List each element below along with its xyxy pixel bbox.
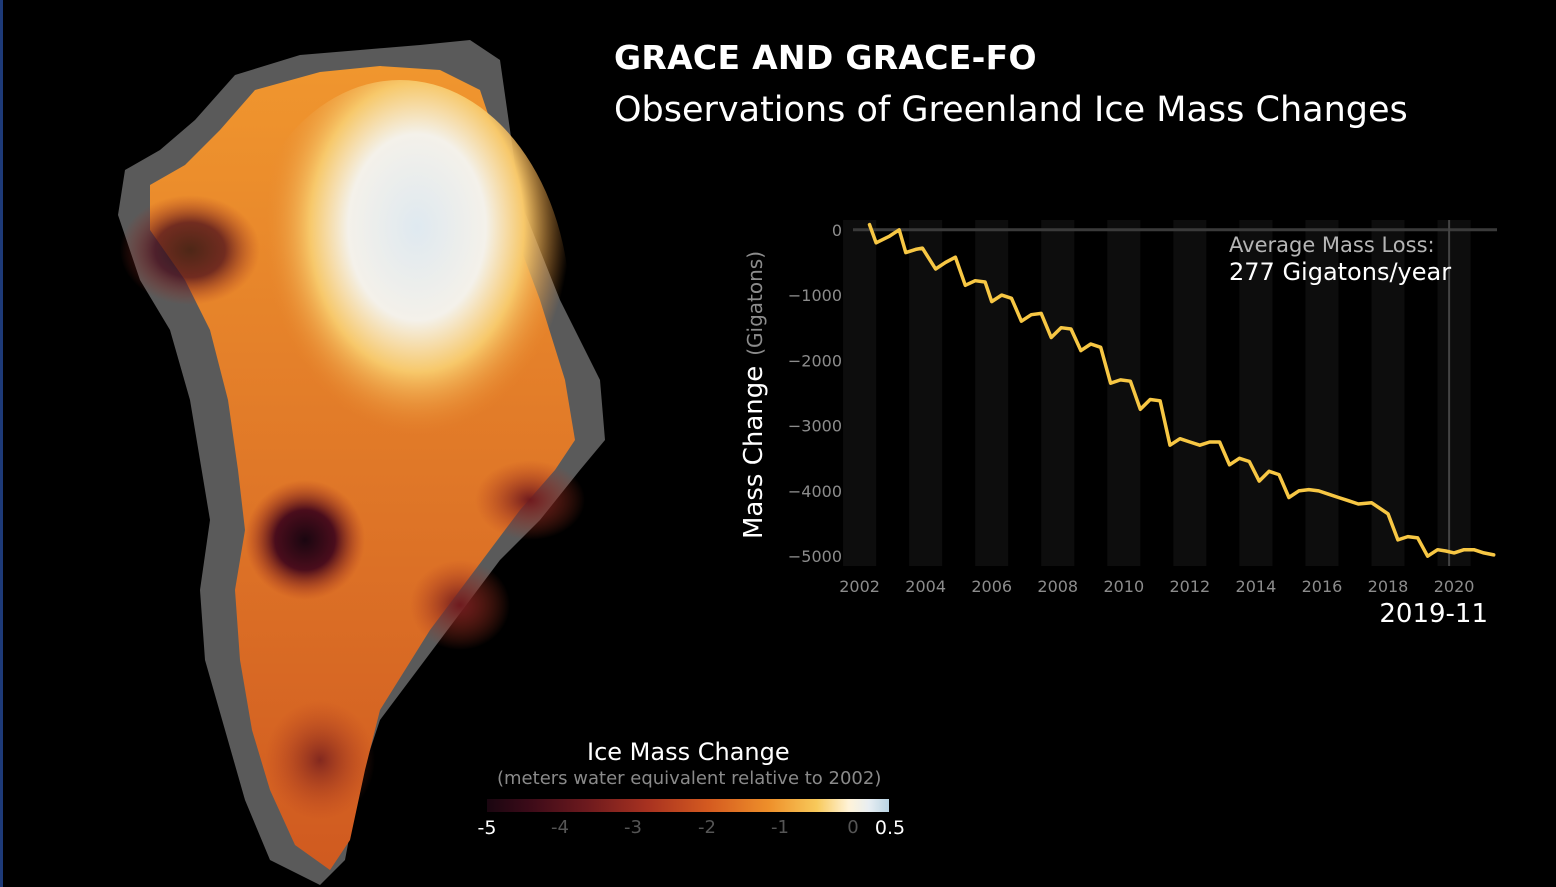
colorbar-tick: 0.5: [874, 817, 906, 839]
year-band: [1041, 220, 1075, 566]
y-axis-ticks: 0 −1000 −2000 −3000 −4000 −5000: [788, 221, 842, 566]
y-axis-label: Mass Change(Gigatons): [739, 251, 769, 539]
y-tick-label: 0: [832, 221, 842, 240]
title-line-1: GRACE AND GRACE-FO: [614, 38, 1037, 77]
colorbar-tick: -2: [698, 817, 716, 838]
cursor-date-label: 2019-11: [1379, 599, 1488, 629]
year-band: [843, 220, 877, 566]
annotation-value: 277 Gigatons/year: [1229, 258, 1451, 286]
year-band: [1239, 220, 1273, 566]
ice-core-white: [230, 80, 570, 540]
x-tick-label: 2018: [1368, 577, 1409, 596]
x-tick-label: 2010: [1103, 577, 1144, 596]
year-band: [1305, 220, 1339, 566]
year-band: [1173, 220, 1207, 566]
y-tick-label: −5000: [788, 547, 842, 566]
greenland-map: [118, 40, 605, 885]
year-band: [975, 220, 1009, 566]
x-tick-label: 2002: [839, 577, 880, 596]
colorbar-tick: -4: [551, 817, 569, 838]
loss-hotspot-east: [475, 460, 585, 540]
x-tick-label: 2012: [1170, 577, 1211, 596]
legend-title: Ice Mass Change: [587, 738, 790, 766]
x-tick-label: 2004: [905, 577, 946, 596]
colorbar: [487, 799, 889, 812]
y-tick-label: −1000: [788, 286, 842, 305]
year-bands: [843, 220, 1471, 566]
annotation-label: Average Mass Loss:: [1229, 233, 1435, 257]
year-band: [1437, 220, 1471, 566]
x-tick-label: 2014: [1236, 577, 1277, 596]
legend-subtitle: (meters water equivalent relative to 200…: [497, 768, 882, 789]
colorbar-tick: -3: [624, 817, 642, 838]
colorbar-tick: -5: [477, 817, 497, 839]
y-tick-label: −2000: [788, 351, 842, 370]
series-group: [867, 222, 1496, 558]
title-line-2: Observations of Greenland Ice Mass Chang…: [614, 90, 1408, 130]
loss-hotspot-south: [265, 700, 375, 820]
loss-hotspot-west: [245, 480, 365, 600]
x-tick-label: 2020: [1434, 577, 1475, 596]
colorbar-tick: 0: [847, 817, 859, 838]
x-tick-label: 2008: [1037, 577, 1078, 596]
y-tick-label: −3000: [788, 417, 842, 436]
loss-hotspot-northwest: [120, 195, 260, 305]
left-edge-border: [0, 0, 3, 887]
series-line: [867, 222, 1496, 558]
y-tick-label: −4000: [788, 482, 842, 501]
loss-hotspot-southeast: [410, 560, 510, 650]
x-tick-label: 2016: [1302, 577, 1343, 596]
x-axis-ticks: 2002 2004 2006 2008 2010 2012 2014 2016 2018 2020: [839, 577, 1474, 596]
year-band: [909, 220, 943, 566]
x-tick-label: 2006: [971, 577, 1012, 596]
colorbar-tick: -1: [771, 817, 789, 838]
